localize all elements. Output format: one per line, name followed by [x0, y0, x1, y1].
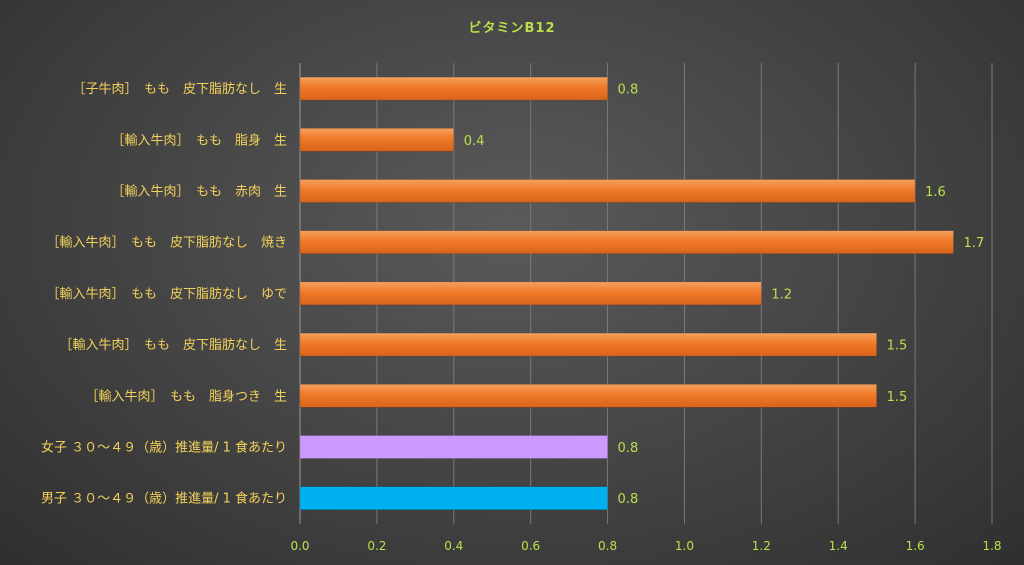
bars — [299, 76, 954, 510]
x-tick-label: 0.2 — [367, 539, 386, 553]
data-label: 1.5 — [887, 390, 908, 405]
category-label: ［輸入牛肉］ もも 脂身 生 — [111, 132, 287, 148]
category-label: ［輸入牛肉］ もも 脂身つき 生 — [85, 388, 287, 404]
bar — [299, 384, 877, 408]
category-label: 女子 ３０～４９（歳）推進量/ 1 食あたり — [41, 440, 287, 456]
category-labels: ［子牛肉］ もも 皮下脂肪なし 生 ［輸入牛肉］ もも 脂身 生 ［輸入牛肉］ もも… — [41, 81, 287, 507]
category-label: 男子 ３０～４９（歳）推進量/ 1 食あたり — [41, 491, 287, 507]
data-label: 0.4 — [464, 134, 485, 149]
category-label: ［輸入牛肉］ もも 皮下脂肪なし ゆで — [46, 286, 287, 302]
x-tick-label: 0.4 — [444, 539, 463, 553]
x-tick-label: 1.6 — [906, 539, 925, 553]
bar — [299, 435, 608, 459]
data-label: 0.8 — [618, 492, 639, 507]
bar — [299, 76, 608, 101]
x-tick-label: 0.8 — [598, 539, 617, 553]
category-label: ［子牛肉］ もも 皮下脂肪なし 生 — [72, 81, 287, 97]
x-tick-label: 0.0 — [290, 539, 309, 553]
bar — [299, 179, 916, 203]
bar — [299, 486, 608, 510]
data-label: 1.2 — [771, 287, 792, 302]
data-label: 0.8 — [618, 83, 639, 98]
chart-title: ビタミンB12 — [469, 20, 556, 36]
x-tick-label: 1.2 — [752, 539, 771, 553]
bar — [299, 128, 455, 152]
bar — [299, 230, 954, 254]
data-label: 1.5 — [887, 339, 908, 354]
x-tick-label: 1.0 — [675, 539, 694, 553]
x-tick-label: 1.4 — [829, 539, 848, 553]
data-label: 1.7 — [964, 236, 985, 251]
data-label: 1.6 — [925, 185, 946, 200]
value-labels: 0.8 0.4 1.6 1.7 1.2 1.5 1.5 0.8 0.8 — [464, 83, 984, 508]
category-label: ［輸入牛肉］ もも 皮下脂肪なし 焼き — [46, 235, 287, 251]
category-label: ［輸入牛肉］ もも 皮下脂肪なし 生 — [59, 337, 287, 353]
data-label: 0.8 — [618, 441, 639, 456]
bar — [299, 332, 877, 357]
bar — [299, 281, 762, 306]
x-tick-label: 0.6 — [521, 539, 540, 553]
x-tick-label: 1.8 — [982, 539, 1001, 553]
category-label: ［輸入牛肉］ もも 赤肉 生 — [111, 185, 287, 200]
x-axis-ticks: 0.0 0.2 0.4 0.6 0.8 1.0 1.2 1.4 1.6 1.8 — [290, 539, 1001, 553]
